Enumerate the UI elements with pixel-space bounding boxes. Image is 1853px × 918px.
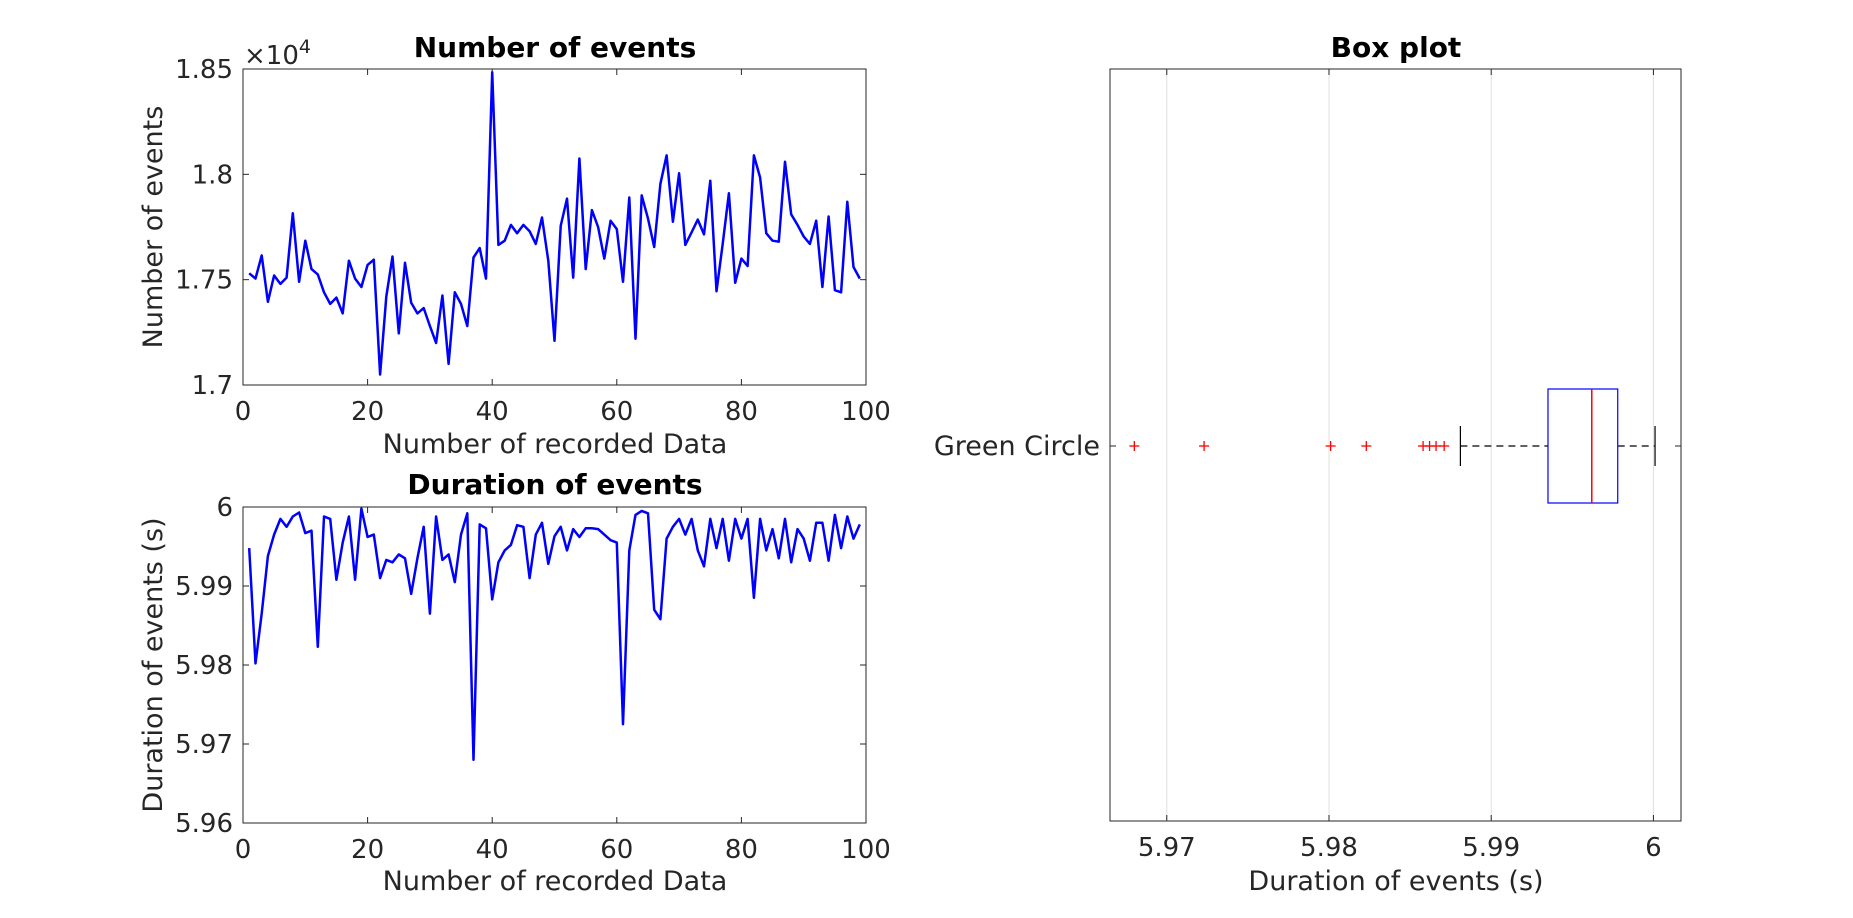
plot-area-duration-of-events — [242, 506, 867, 824]
y-tick-label: 1.75 — [175, 266, 233, 296]
y-tick-label: 1.85 — [175, 55, 233, 85]
x-axis-label-box-plot: Duration of events (s) — [1248, 866, 1543, 897]
grid-lines-box-plot — [1166, 69, 1654, 821]
y-tick-label: 6 — [216, 493, 233, 523]
y-tick-label: 5.96 — [175, 809, 233, 839]
y-axis-label-number-of-events: Number of events — [138, 106, 169, 349]
x-tick-label: 100 — [841, 397, 891, 427]
x-tick-label: 5.97 — [1138, 833, 1196, 863]
x-axis-label-duration-of-events: Number of recorded Data — [383, 866, 728, 897]
x-axis-label-number-of-events: Number of recorded Data — [383, 429, 728, 460]
panel-number-of-events: Number of events ×104 0 20 40 60 80 100 1.7 1.7… — [138, 31, 891, 460]
category-label-green-circle: Green Circle — [934, 431, 1100, 462]
interquartile-box — [1547, 388, 1619, 504]
y-tick-label: 1.8 — [192, 160, 233, 190]
y-tick-label: 5.99 — [175, 572, 233, 602]
x-tick-label: 0 — [235, 835, 252, 865]
panel-duration-of-events: Duration of events 0 20 40 60 80 100 5.96 5.97 5… — [138, 468, 891, 897]
box-plot-marks — [1129, 388, 1656, 504]
outlier-marker — [1129, 441, 1140, 451]
x-tick-label: 0 — [235, 397, 252, 427]
axis-ticks-number-of-events: 0 20 40 60 80 100 1.7 1.75 1.8 1.85 — [175, 55, 891, 427]
chart-title-duration-of-events: Duration of events — [407, 468, 702, 501]
x-tick-label: 60 — [600, 397, 633, 427]
x-tick-label: 40 — [476, 397, 509, 427]
outlier-marker — [1325, 441, 1336, 451]
y-exponent-power: 4 — [299, 36, 311, 58]
svg-text:×104: ×104 — [244, 36, 311, 71]
x-tick-label: 20 — [351, 397, 384, 427]
y-exponent-label: ×104 — [244, 36, 311, 71]
x-tick-label: 60 — [600, 835, 633, 865]
outlier-marker — [1361, 441, 1372, 451]
y-tick-label: 1.7 — [192, 371, 233, 401]
y-tick-label: 5.97 — [175, 730, 233, 760]
chart-title-box-plot: Box plot — [1331, 31, 1462, 64]
x-tick-label: 40 — [476, 835, 509, 865]
x-tick-label: 100 — [841, 835, 891, 865]
y-axis-label-duration-of-events: Duration of events (s) — [138, 517, 169, 812]
x-tick-label: 20 — [351, 835, 384, 865]
panel-box-plot: Box plot 5.97 5.98 5.99 6 Green Circle Dura… — [934, 31, 1682, 897]
x-tick-label: 6 — [1645, 833, 1662, 863]
y-exponent-base: ×10 — [244, 41, 299, 71]
axis-ticks-box-plot: 5.97 5.98 5.99 6 — [1110, 69, 1681, 863]
series-line-duration-of-events — [247, 507, 861, 762]
x-tick-label: 80 — [725, 397, 758, 427]
chart-title-number-of-events: Number of events — [414, 31, 697, 64]
outlier-marker — [1439, 441, 1450, 451]
x-tick-label: 5.98 — [1300, 833, 1358, 863]
x-tick-label: 80 — [725, 835, 758, 865]
x-tick-label: 5.99 — [1462, 833, 1520, 863]
series-line-number-of-events — [248, 70, 861, 376]
outlier-marker — [1199, 441, 1210, 451]
plot-area-box-plot — [1109, 68, 1682, 822]
y-tick-label: 5.98 — [175, 651, 233, 681]
axis-ticks-duration-of-events: 0 20 40 60 80 100 5.96 5.97 5.98 5.99 6 — [175, 493, 891, 865]
